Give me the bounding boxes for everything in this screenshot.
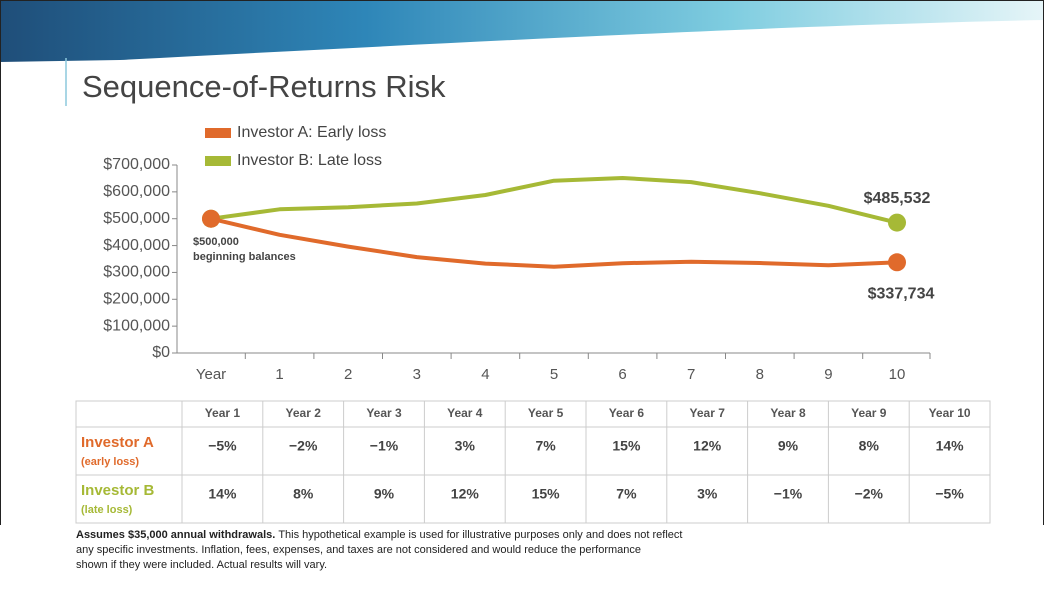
point-marker — [202, 209, 220, 228]
table-cell: 12% — [451, 486, 480, 502]
table-cell: −1% — [370, 438, 399, 454]
y-tick-label: $600,000 — [103, 183, 170, 200]
x-tick-label: 2 — [344, 366, 352, 383]
x-tick-label: 4 — [481, 366, 489, 383]
table-cell: 7% — [616, 486, 637, 502]
annotation: $500,000 — [193, 236, 239, 248]
chart: Sequence-of-Returns Risk $500,000 beginn… — [0, 0, 1044, 525]
table-cell: −2% — [289, 438, 318, 454]
row-sublabel: (early loss) — [81, 456, 139, 468]
point-marker — [888, 253, 906, 272]
series-line — [210, 216, 898, 269]
footnote-text: This hypothetical example is used for il… — [278, 529, 683, 541]
point-marker — [888, 213, 906, 232]
x-tick-label: 7 — [687, 366, 695, 383]
table-cell: −5% — [935, 486, 964, 502]
slide-title: Sequence-of-Returns Risk — [82, 69, 446, 104]
data-label: $485,532 — [864, 190, 931, 207]
y-tick-label: $300,000 — [103, 264, 170, 281]
table-cell: 15% — [532, 486, 561, 502]
x-tick-label: 10 — [889, 366, 906, 383]
y-tick-label: $700,000 — [103, 156, 170, 173]
table-cell: 14% — [936, 438, 965, 454]
y-tick-label: $400,000 — [103, 237, 170, 254]
table-cell: 3% — [455, 438, 476, 454]
table-cell: −1% — [774, 486, 803, 502]
row-label: Investor A — [81, 434, 154, 451]
table-cell: 7% — [535, 438, 556, 454]
table-cell: −5% — [208, 438, 237, 454]
table-cell: 3% — [697, 486, 718, 502]
table-header: Year 3 — [366, 406, 402, 420]
table-cell: 14% — [208, 486, 237, 502]
row-sublabel: (late loss) — [81, 504, 133, 516]
table-frame — [75, 400, 991, 524]
table-header: Year 2 — [286, 406, 322, 420]
table-cell: 9% — [374, 486, 395, 502]
y-tick-label: $0 — [152, 344, 170, 361]
legend-label: Investor A: Early loss — [237, 124, 386, 141]
table-cell: 9% — [778, 438, 799, 454]
table-cell: −2% — [855, 486, 884, 502]
row-label: Investor B — [81, 482, 155, 499]
footnote-text: any specific investments. Inflation, fee… — [76, 544, 641, 556]
x-tick-label: Year — [196, 366, 226, 383]
table-header: Year 7 — [690, 406, 726, 420]
table-cell: 15% — [612, 438, 641, 454]
table-header: Year 6 — [609, 406, 645, 420]
x-tick-label: 6 — [618, 366, 626, 383]
y-tick-label: $200,000 — [103, 291, 170, 308]
x-tick-label: 3 — [413, 366, 421, 383]
series-line — [210, 176, 898, 225]
y-tick-label: $100,000 — [103, 317, 170, 334]
table-header: Year 8 — [770, 406, 806, 420]
table-header: Year 4 — [447, 406, 483, 420]
legend-swatch — [205, 128, 231, 138]
x-tick-label: 9 — [824, 366, 832, 383]
footnote: Assumes $35,000 annual withdrawals. This … — [76, 528, 682, 573]
table-header: Year 10 — [929, 406, 971, 420]
footnote-bold: Assumes $35,000 annual withdrawals. — [76, 529, 276, 541]
table-cell: 8% — [293, 486, 314, 502]
legend-label: Investor B: Late loss — [237, 152, 382, 169]
table-header: Year 1 — [205, 406, 241, 420]
x-tick-label: 5 — [550, 366, 558, 383]
y-tick-label: $500,000 — [103, 210, 170, 227]
legend-swatch — [205, 156, 231, 166]
table-cell: 12% — [693, 438, 722, 454]
annotation: beginning balances — [193, 251, 296, 263]
table-header: Year 9 — [851, 406, 887, 420]
table-cell: 8% — [859, 438, 880, 454]
footnote-text: shown if they were included. Actual resu… — [76, 559, 328, 571]
data-label: $337,734 — [868, 286, 935, 303]
header-band — [0, 0, 1044, 62]
x-tick-label: 1 — [275, 366, 283, 383]
table-header: Year 5 — [528, 406, 564, 420]
x-tick-label: 8 — [756, 366, 764, 383]
